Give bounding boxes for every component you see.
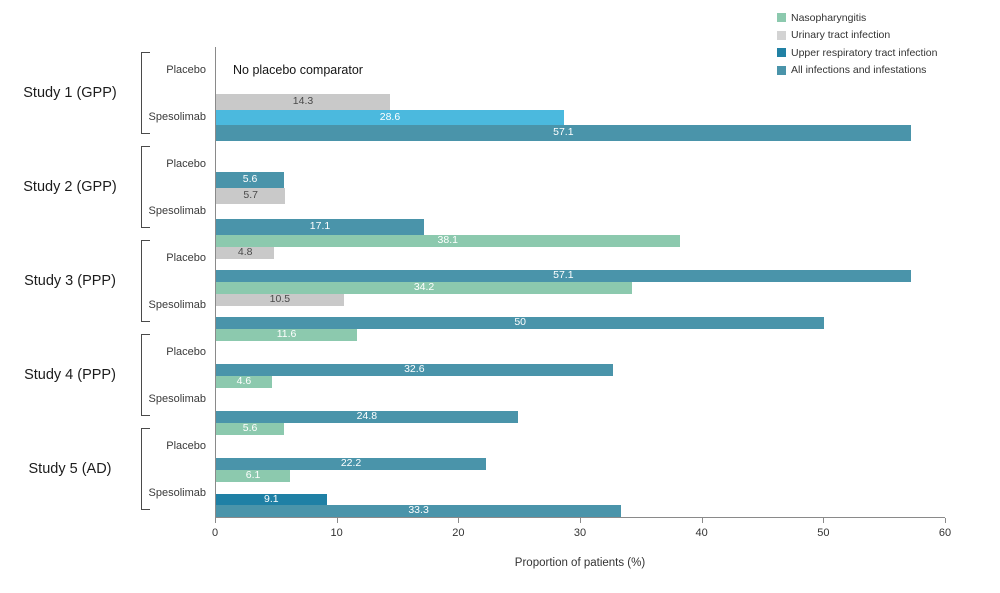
bar-all-infections-and-infestations: 5.6: [216, 172, 285, 188]
bar-value-label: 5.7: [243, 189, 258, 201]
study-label-study-4-ppp: Study 4 (PPP): [24, 367, 116, 383]
bar-value-label: 28.6: [379, 110, 401, 123]
x-tick-label-60: 60: [938, 527, 952, 539]
bar-nasopharyngitis: 4.6: [216, 375, 272, 388]
arm-label-study-3-ppp-spesolimab: Spesolimab: [148, 298, 206, 311]
legend: Nasopharyngitis Urinary tract infection Up…: [777, 9, 937, 79]
bar-nasopharyngitis: 11.6: [216, 328, 358, 341]
arm-label-study-1-gpp-spesolimab: Spesolimab: [148, 110, 206, 123]
bar-value-label: 11.6: [276, 328, 297, 340]
x-tick-60: [945, 518, 946, 523]
x-tick-label-30: 30: [573, 527, 587, 539]
legend-item-upper-respiratory-tract-infection: Upper respiratory tract infection: [777, 44, 937, 62]
bar-value-label: 4.8: [237, 245, 253, 258]
bar-urinary-tract-infection: 10.5: [216, 292, 344, 306]
bar-value-label: 22.2: [340, 457, 362, 470]
bar-upper-respiratory-tract-infection: 28.6: [216, 109, 564, 126]
legend-swatch-icon: [777, 30, 786, 40]
bar-value-label: 5.6: [242, 173, 258, 186]
legend-item-all-infections-and-infestations: All infections and infestations: [777, 62, 937, 80]
legend-label: Nasopharyngitis: [791, 11, 867, 24]
bar-value-label: 10.5: [269, 292, 291, 305]
bar-all-infections-and-infestations: 17.1: [216, 219, 425, 235]
bar-all-infections-and-infestations: 33.3: [216, 504, 622, 517]
bar-value-label: 14.3: [292, 95, 314, 107]
bar-value-label: 57.1: [553, 269, 574, 282]
bar-value-label: 50: [514, 316, 526, 329]
arm-label-study-5-ad-placebo: Placebo: [166, 439, 206, 452]
study-label-study-5-ad: Study 5 (AD): [28, 461, 112, 477]
bar-urinary-tract-infection: 14.3: [216, 94, 390, 110]
bar-urinary-tract-infection: 4.8: [216, 245, 275, 259]
study-bracket-study-5-ad: [141, 428, 150, 510]
legend-swatch-icon: [777, 65, 786, 75]
legend-label: Urinary tract infection: [791, 29, 891, 42]
arm-label-study-2-gpp-placebo: Placebo: [166, 157, 206, 170]
bar-value-label: 33.3: [408, 504, 429, 517]
x-tick-label-0: 0: [211, 527, 219, 539]
bar-value-label: 57.1: [553, 126, 574, 139]
bar-value-label: 32.6: [404, 363, 425, 376]
legend-item-nasopharyngitis: Nasopharyngitis: [777, 9, 937, 27]
x-tick-label-10: 10: [330, 527, 343, 539]
arm-label-study-1-gpp-placebo: Placebo: [166, 63, 206, 76]
bar-nasopharyngitis: 34.2: [216, 281, 633, 294]
bar-value-label: 4.6: [236, 375, 252, 387]
x-tick-10: [336, 518, 338, 523]
x-tick-30: [580, 518, 581, 523]
bar-all-infections-and-infestations: 57.1: [216, 125, 911, 141]
bar-urinary-tract-infection: 5.7: [216, 188, 286, 204]
study-label-study-2-gpp: Study 2 (GPP): [23, 179, 117, 195]
bar-value-label: 6.1: [245, 469, 261, 481]
study-label-study-3-ppp: Study 3 (PPP): [24, 273, 116, 289]
study-bracket-study-3-ppp: [141, 240, 150, 322]
x-tick-50: [823, 518, 825, 523]
bar-nasopharyngitis: 38.1: [216, 234, 680, 247]
legend-swatch-icon: [777, 13, 786, 23]
arm-label-study-5-ad-spesolimab: Spesolimab: [148, 486, 206, 499]
arm-label-study-3-ppp-placebo: Placebo: [166, 251, 206, 264]
arm-label-study-4-ppp-spesolimab: Spesolimab: [148, 392, 206, 405]
arm-label-study-2-gpp-spesolimab: Spesolimab: [148, 204, 206, 217]
x-tick-0: [215, 518, 216, 523]
x-tick-label-40: 40: [695, 527, 708, 539]
legend-label: Upper respiratory tract infection: [791, 46, 938, 59]
x-axis-title: Proportion of patients (%): [514, 557, 646, 569]
study-bracket-study-4-ppp: [141, 334, 150, 416]
x-axis-line: [215, 517, 945, 518]
study-label-study-1-gpp: Study 1 (GPP): [23, 85, 117, 101]
x-tick-20: [458, 518, 460, 523]
bar-nasopharyngitis: 6.1: [216, 469, 291, 482]
bar-upper-respiratory-tract-infection: 9.1: [216, 492, 327, 506]
bar-nasopharyngitis: 5.6: [216, 422, 285, 435]
bar-all-infections-and-infestations: 24.8: [216, 410, 518, 423]
bar-value-label: 9.1: [264, 492, 279, 505]
y-axis-line: [215, 47, 216, 517]
study-bracket-study-1-gpp: [141, 52, 150, 134]
no-comparator-note: No placebo comparator: [233, 62, 363, 77]
legend-swatch-icon: [777, 48, 786, 58]
bar-value-label: 38.1: [437, 234, 458, 246]
bar-all-infections-and-infestations: 32.6: [216, 363, 613, 376]
bar-value-label: 17.1: [309, 220, 331, 233]
bar-all-infections-and-infestations: 50: [216, 316, 825, 329]
bar-all-infections-and-infestations: 22.2: [216, 457, 487, 470]
x-tick-label-50: 50: [817, 527, 830, 539]
bar-value-label: 24.8: [356, 410, 378, 423]
bar-value-label: 5.6: [242, 422, 258, 434]
study-bracket-study-2-gpp: [141, 146, 150, 228]
legend-label: All infections and infestations: [791, 64, 927, 77]
x-tick-40: [701, 518, 703, 523]
arm-label-study-4-ppp-placebo: Placebo: [166, 345, 206, 358]
bar-all-infections-and-infestations: 57.1: [216, 269, 911, 282]
legend-item-urinary-tract-infection: Urinary tract infection: [777, 27, 937, 45]
bar-value-label: 34.2: [413, 281, 435, 293]
x-tick-label-20: 20: [452, 527, 465, 539]
